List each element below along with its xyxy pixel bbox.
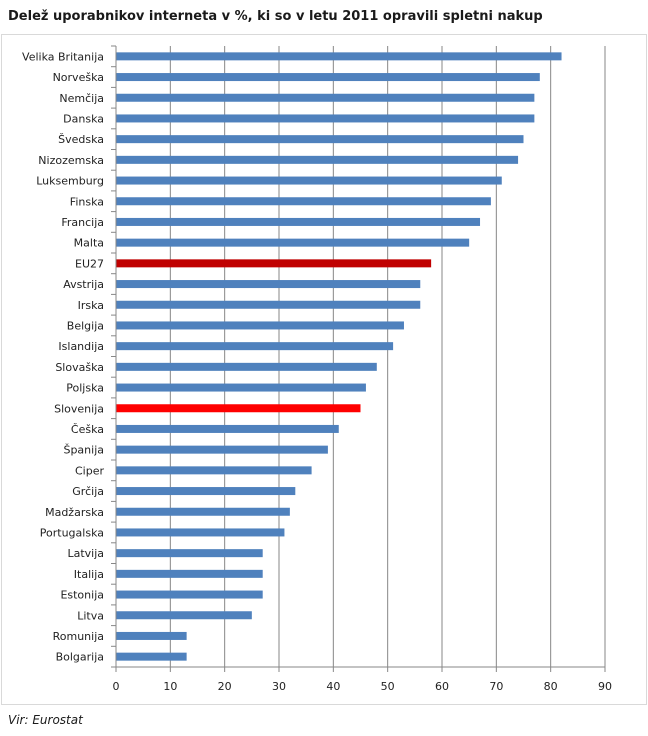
bar [116, 197, 491, 206]
bar [116, 445, 328, 454]
category-label: Ciper [75, 464, 104, 477]
bar [116, 590, 263, 599]
category-label: Bolgarija [56, 651, 104, 664]
category-label: Latvija [67, 547, 104, 560]
bar [116, 52, 562, 61]
bar [116, 342, 394, 351]
chart-title: Delež uporabnikov interneta v %, ki so v… [8, 9, 543, 24]
bar [116, 93, 535, 102]
bar [116, 176, 502, 185]
category-label: EU27 [75, 257, 104, 270]
x-tick-label: 80 [544, 680, 558, 693]
axes [111, 45, 606, 672]
x-tick-label: 50 [381, 680, 395, 693]
bar [116, 135, 524, 144]
bar [116, 611, 252, 620]
bar [116, 321, 404, 330]
category-label: Slovenija [54, 402, 104, 415]
x-tick-label: 20 [218, 680, 232, 693]
category-label: Slovaška [55, 361, 104, 374]
source-note: Vir: Eurostat [8, 713, 83, 727]
bar [116, 466, 312, 475]
bar [116, 259, 432, 268]
category-label: Češka [71, 423, 104, 436]
bar [116, 424, 339, 433]
x-tick-label: 10 [163, 680, 177, 693]
x-tick-label: 30 [272, 680, 286, 693]
category-label: Švedska [58, 133, 104, 146]
bar [116, 238, 470, 247]
category-label: Nemčija [59, 92, 104, 105]
category-label: Estonija [60, 589, 104, 602]
category-label: Madžarska [45, 506, 104, 519]
category-label: Danska [63, 112, 104, 125]
category-label: Italija [74, 568, 104, 581]
x-tick-label: 0 [113, 680, 120, 693]
category-label: Romunija [53, 630, 104, 643]
x-tick-label: 70 [489, 680, 503, 693]
bars [116, 52, 562, 661]
bar [116, 300, 421, 309]
bar [116, 631, 187, 640]
x-tick-label: 60 [435, 680, 449, 693]
bar [116, 155, 519, 164]
bar [116, 404, 361, 413]
category-label: Irska [78, 299, 104, 312]
bar [116, 73, 540, 82]
bar [116, 652, 187, 661]
bar [116, 569, 263, 578]
bar [116, 549, 263, 558]
bar [116, 507, 290, 516]
category-label: Portugalska [40, 526, 104, 539]
bar [116, 528, 285, 537]
category-labels: Velika Britanija Norveška Nemčija Danska Šve… [22, 50, 104, 663]
bar [116, 383, 366, 392]
category-label: Belgija [67, 319, 104, 332]
category-label: Islandija [58, 340, 104, 353]
category-label: Luksemburg [36, 175, 104, 188]
category-label: Poljska [66, 382, 104, 395]
category-label: Malta [74, 237, 104, 250]
category-label: Finska [70, 195, 104, 208]
category-label: Nizozemska [38, 154, 104, 167]
bar [116, 217, 481, 226]
category-label: Francija [61, 216, 104, 229]
category-label: Norveška [53, 71, 104, 84]
grid-lines [169, 46, 606, 667]
category-label: Litva [77, 609, 104, 622]
bar [116, 280, 421, 289]
bar [116, 114, 535, 123]
x-tick-label: 90 [598, 680, 612, 693]
category-label: Grčija [72, 485, 104, 498]
bar [116, 487, 296, 496]
category-label: Avstrija [63, 278, 104, 291]
x-tick-label: 40 [326, 680, 340, 693]
category-label: Velika Britanija [22, 50, 104, 63]
category-label: Španija [63, 444, 104, 457]
x-tick-labels: 0 10 20 30 40 50 60 70 80 90 [113, 680, 613, 693]
bar [116, 362, 377, 371]
